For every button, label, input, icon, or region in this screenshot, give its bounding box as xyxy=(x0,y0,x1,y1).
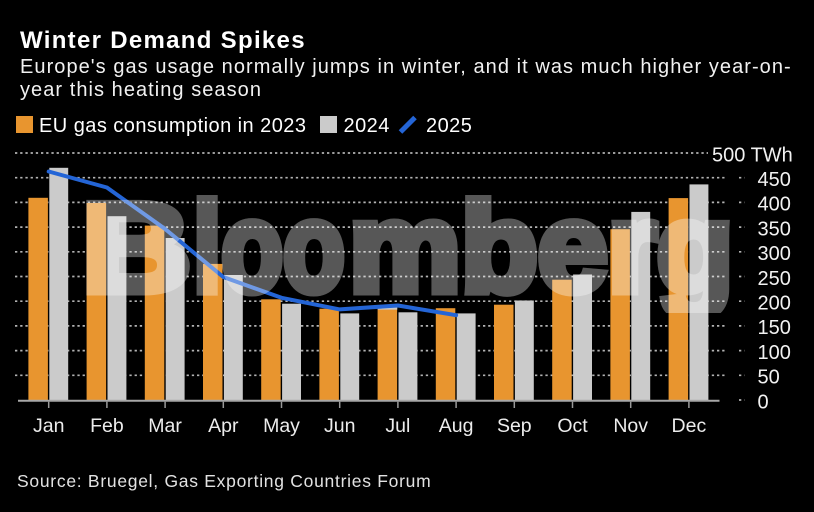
svg-text:Oct: Oct xyxy=(557,415,588,437)
svg-text:400: 400 xyxy=(758,194,791,216)
svg-text:Jun: Jun xyxy=(324,415,355,437)
svg-text:500 TWh: 500 TWh xyxy=(712,144,793,166)
svg-text:Jul: Jul xyxy=(385,415,410,437)
svg-text:mberg: mberg xyxy=(349,177,734,318)
svg-text:100: 100 xyxy=(758,342,791,364)
svg-text:450: 450 xyxy=(758,169,791,191)
svg-text:Sep: Sep xyxy=(497,415,532,437)
svg-text:Aug: Aug xyxy=(439,415,474,437)
svg-text:200: 200 xyxy=(758,293,791,315)
svg-text:300: 300 xyxy=(758,243,791,265)
svg-text:May: May xyxy=(263,415,300,437)
svg-text:50: 50 xyxy=(758,367,780,389)
svg-text:0: 0 xyxy=(758,391,769,413)
svg-text:loo: loo xyxy=(193,179,345,319)
svg-text:150: 150 xyxy=(758,317,791,339)
svg-text:350: 350 xyxy=(758,218,791,240)
svg-text:Nov: Nov xyxy=(613,415,648,437)
svg-text:Jan: Jan xyxy=(33,415,64,437)
svg-text:Feb: Feb xyxy=(90,415,124,437)
svg-text:Apr: Apr xyxy=(208,415,239,437)
svg-text:B: B xyxy=(82,177,192,318)
svg-text:Dec: Dec xyxy=(672,415,707,437)
svg-text:Mar: Mar xyxy=(148,415,182,437)
svg-text:250: 250 xyxy=(758,268,791,290)
